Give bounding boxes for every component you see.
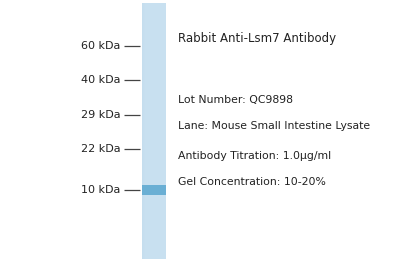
Text: Gel Concentration: 10-20%: Gel Concentration: 10-20% bbox=[178, 177, 326, 187]
Bar bbox=[142, 185, 166, 195]
Text: Antibody Titration: 1.0µg/ml: Antibody Titration: 1.0µg/ml bbox=[178, 151, 331, 162]
Text: 60 kDa: 60 kDa bbox=[82, 41, 121, 51]
Bar bbox=[143, 3, 144, 259]
Bar bbox=[144, 3, 145, 259]
Text: 40 kDa: 40 kDa bbox=[81, 74, 121, 85]
Text: 10 kDa: 10 kDa bbox=[82, 185, 121, 195]
Text: Rabbit Anti-Lsm7 Antibody: Rabbit Anti-Lsm7 Antibody bbox=[178, 32, 336, 45]
Text: Lot Number: QC9898: Lot Number: QC9898 bbox=[178, 95, 293, 105]
Bar bbox=[142, 3, 166, 259]
Bar bbox=[142, 3, 143, 259]
Text: 22 kDa: 22 kDa bbox=[81, 144, 121, 154]
Text: Lane: Mouse Small Intestine Lysate: Lane: Mouse Small Intestine Lysate bbox=[178, 121, 370, 131]
Text: 29 kDa: 29 kDa bbox=[81, 111, 121, 120]
